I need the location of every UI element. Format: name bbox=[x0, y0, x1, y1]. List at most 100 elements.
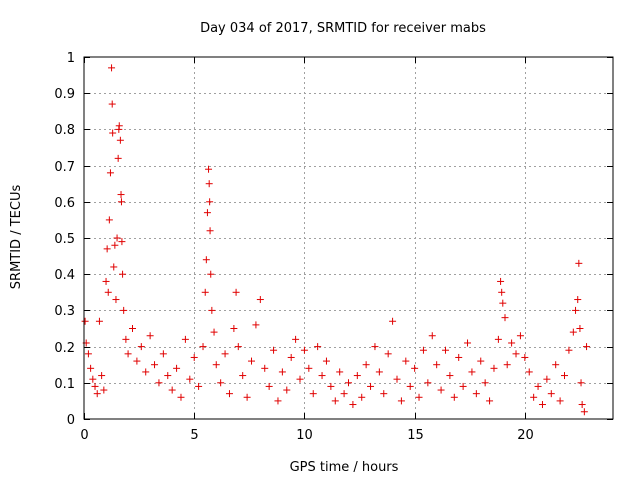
data-point bbox=[501, 314, 509, 322]
data-point bbox=[155, 379, 163, 387]
data-point bbox=[468, 368, 476, 376]
data-point bbox=[481, 379, 489, 387]
data-point bbox=[375, 368, 383, 376]
data-point bbox=[556, 397, 564, 405]
data-point bbox=[441, 346, 449, 354]
data-point bbox=[521, 353, 529, 361]
y-tick-label: 0.3 bbox=[54, 304, 75, 319]
data-point bbox=[225, 390, 233, 398]
data-point bbox=[217, 379, 225, 387]
data-point bbox=[256, 296, 264, 304]
data-point bbox=[499, 299, 507, 307]
data-point bbox=[561, 372, 569, 380]
data-point bbox=[230, 325, 238, 332]
data-point bbox=[110, 263, 118, 271]
data-point bbox=[133, 357, 141, 365]
data-point bbox=[122, 335, 130, 343]
data-point bbox=[477, 357, 485, 365]
data-point bbox=[459, 382, 467, 390]
data-point bbox=[424, 379, 432, 387]
data-point bbox=[327, 382, 335, 390]
data-point bbox=[516, 332, 524, 340]
data-point bbox=[243, 393, 251, 401]
data-point bbox=[512, 350, 520, 358]
data-point bbox=[472, 390, 480, 398]
data-point bbox=[261, 364, 269, 372]
data-point bbox=[168, 386, 176, 394]
data-point bbox=[177, 393, 185, 401]
data-point bbox=[345, 379, 352, 387]
data-point bbox=[367, 382, 375, 390]
data-point bbox=[102, 277, 110, 285]
data-point bbox=[358, 393, 366, 401]
data-point bbox=[128, 325, 136, 332]
data-point bbox=[543, 375, 551, 383]
x-tick-label: 20 bbox=[517, 428, 534, 443]
data-point bbox=[89, 375, 97, 383]
data-point bbox=[309, 390, 317, 398]
data-point bbox=[106, 169, 114, 177]
data-point bbox=[210, 328, 218, 336]
data-point bbox=[340, 390, 348, 398]
data-point bbox=[419, 346, 427, 354]
data-point bbox=[552, 361, 560, 369]
data-point bbox=[292, 335, 300, 343]
x-tick-label: 5 bbox=[190, 428, 198, 443]
data-point bbox=[181, 335, 189, 343]
data-point bbox=[530, 393, 538, 401]
data-point bbox=[142, 368, 150, 376]
data-point bbox=[114, 154, 122, 162]
data-point bbox=[232, 288, 240, 296]
data-point bbox=[81, 317, 89, 325]
data-point bbox=[190, 353, 198, 361]
data-point bbox=[583, 343, 591, 351]
y-tick-label: 0.2 bbox=[54, 341, 75, 356]
data-point bbox=[212, 361, 220, 369]
y-tick-label: 0 bbox=[67, 413, 75, 428]
data-point bbox=[137, 343, 145, 351]
data-point bbox=[159, 350, 167, 358]
data-point bbox=[575, 259, 583, 267]
data-point bbox=[274, 397, 282, 405]
y-tick-label: 0.5 bbox=[54, 232, 75, 247]
data-point bbox=[349, 401, 357, 409]
data-point bbox=[91, 382, 99, 390]
data-point bbox=[455, 353, 463, 361]
data-point bbox=[120, 306, 128, 314]
data-point bbox=[84, 350, 92, 358]
data-point bbox=[199, 343, 207, 351]
data-point bbox=[578, 401, 586, 409]
data-point bbox=[173, 364, 181, 372]
data-point bbox=[305, 364, 313, 372]
y-tick-label: 0.6 bbox=[54, 196, 75, 211]
data-point bbox=[415, 393, 423, 401]
data-point bbox=[283, 386, 291, 394]
data-point bbox=[109, 129, 117, 137]
y-tick-label: 0.7 bbox=[54, 160, 75, 175]
y-axis-label: SRMTID / TECUs bbox=[9, 185, 24, 290]
data-point bbox=[103, 245, 111, 253]
data-point bbox=[580, 408, 588, 416]
data-point bbox=[296, 375, 304, 383]
data-point bbox=[318, 372, 326, 380]
data-point bbox=[270, 346, 278, 354]
data-point bbox=[151, 361, 159, 369]
data-point bbox=[411, 364, 419, 372]
data-point bbox=[201, 288, 209, 296]
data-point bbox=[117, 198, 125, 206]
data-point bbox=[446, 372, 454, 380]
y-tick-label: 0.8 bbox=[54, 123, 75, 138]
data-point bbox=[208, 306, 216, 314]
data-point bbox=[486, 397, 494, 405]
data-point bbox=[572, 306, 580, 314]
data-point bbox=[124, 350, 132, 358]
data-point bbox=[428, 332, 436, 340]
data-point bbox=[205, 165, 213, 173]
data-point bbox=[100, 386, 108, 394]
data-point bbox=[206, 198, 214, 206]
data-point bbox=[112, 296, 120, 304]
data-point bbox=[450, 393, 458, 401]
y-tick-label: 0.1 bbox=[54, 377, 75, 392]
data-point bbox=[498, 288, 506, 296]
data-point bbox=[402, 357, 410, 365]
